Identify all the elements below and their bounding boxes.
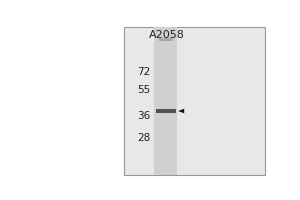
Bar <box>154 27 177 175</box>
Text: A2058: A2058 <box>148 30 184 40</box>
Bar <box>124 27 266 175</box>
Bar <box>38 24 124 178</box>
Bar <box>159 38 173 41</box>
Polygon shape <box>178 109 184 113</box>
Text: 72: 72 <box>137 67 150 77</box>
Bar <box>156 109 176 113</box>
Text: 36: 36 <box>137 111 150 121</box>
Text: 55: 55 <box>137 85 150 95</box>
Text: 28: 28 <box>137 133 150 143</box>
